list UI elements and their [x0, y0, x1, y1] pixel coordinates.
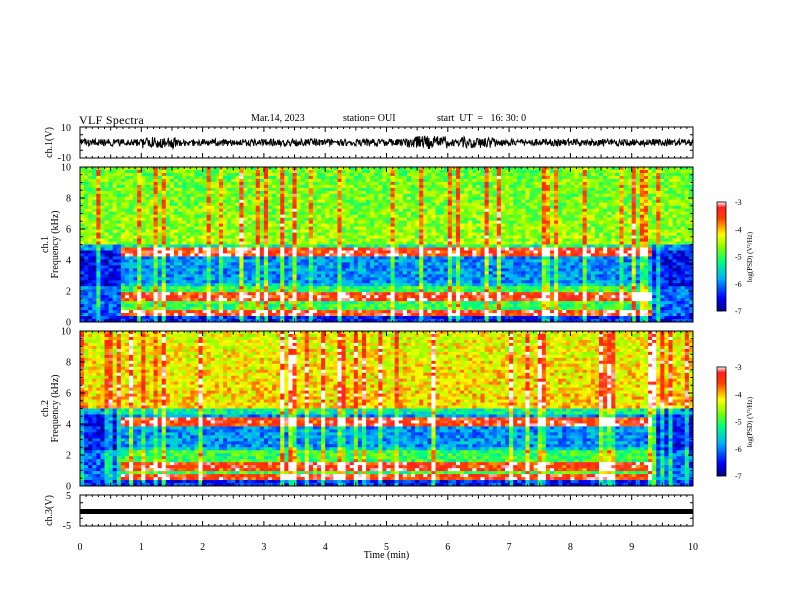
y-tick-label: 2	[66, 451, 71, 462]
y-tick-label: 6	[66, 389, 71, 400]
ch3-waveform-trace	[80, 509, 693, 514]
y-tick-label: -5	[63, 521, 71, 532]
frequency-axis-label: Frequency (kHz)	[50, 374, 61, 442]
x-tick-label: 6	[445, 542, 450, 553]
x-tick-label: 2	[200, 542, 205, 553]
ch1-waveform-trace	[80, 135, 693, 151]
ch2-spectrogram-panel	[79, 330, 694, 487]
y-tick-label: -10	[58, 153, 71, 164]
ch2-spectrogram-image	[80, 331, 693, 486]
x-tick-label: 0	[78, 542, 83, 553]
y-tick-label: 10	[61, 123, 71, 134]
y-tick-label: 10	[61, 327, 71, 338]
colorbar-tick-label: -5	[735, 253, 742, 262]
x-tick-label: 5	[384, 542, 389, 553]
ch2-colorbar	[716, 366, 727, 477]
colorbar-tick-label: -5	[735, 418, 742, 427]
waveform-axis-label: ch.1(V)	[44, 127, 55, 158]
colorbar-tick-label: -3	[735, 363, 742, 372]
colorbar-tick-label: -7	[735, 307, 742, 316]
y-tick-label: 4	[66, 420, 71, 431]
y-tick-label: 4	[66, 256, 71, 267]
x-tick-label: 8	[568, 542, 573, 553]
y-tick-label: 10	[61, 163, 71, 174]
colorbar-tick-label: -4	[735, 225, 742, 234]
ch1-spectrogram-panel	[79, 166, 694, 323]
x-tick-label: 9	[629, 542, 634, 553]
x-tick-label: 7	[507, 542, 512, 553]
waveform-axis-label: ch.3(V)	[44, 495, 55, 526]
y-tick-label: 5	[66, 491, 71, 502]
ch1-spectrogram-image	[80, 167, 693, 322]
panel-channel-label: ch.1	[40, 236, 51, 253]
start-time-label: start UT = 16: 30: 0	[437, 113, 527, 124]
colorbar-label: log(PSD) (V²/Hz)	[746, 231, 754, 282]
x-tick-label: 10	[688, 542, 698, 553]
y-tick-label: 8	[66, 358, 71, 369]
x-tick-label: 4	[323, 542, 328, 553]
chart-title: VLF Spectra	[79, 113, 144, 127]
colorbar-tick-label: -7	[735, 472, 742, 481]
colorbar-tick-label: -4	[735, 390, 742, 399]
station-label: station= OUI	[343, 113, 396, 124]
panel-channel-label: ch.2	[40, 400, 51, 417]
y-tick-label: 2	[66, 287, 71, 298]
colorbar-tick-label: -6	[735, 280, 742, 289]
y-tick-label: 0	[66, 482, 71, 493]
y-tick-label: 8	[66, 194, 71, 205]
frequency-axis-label: Frequency (kHz)	[50, 210, 61, 278]
colorbar-label: log(PSD) (V²/Hz)	[746, 396, 754, 447]
date-label: Mar.14, 2023	[251, 113, 305, 124]
y-tick-label: 0	[66, 318, 71, 329]
colorbar-tick-label: -6	[735, 445, 742, 454]
ch1-colorbar	[716, 201, 727, 312]
colorbar-tick-label: -3	[735, 198, 742, 207]
x-axis-label: Time (min)	[364, 550, 409, 561]
y-tick-label: 6	[66, 225, 71, 236]
x-tick-label: 1	[139, 542, 144, 553]
x-tick-label: 3	[261, 542, 266, 553]
